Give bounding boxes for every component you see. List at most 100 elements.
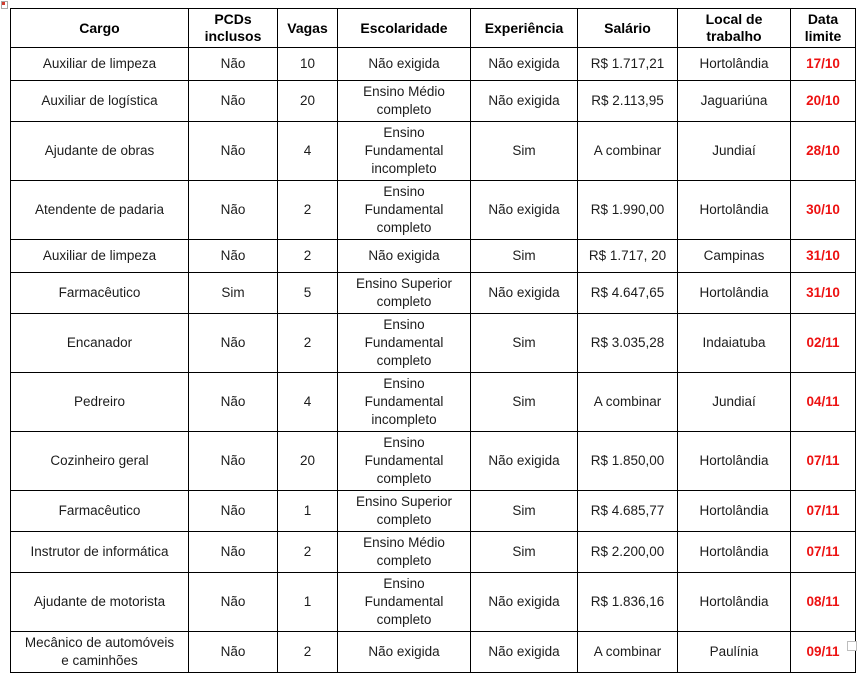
cell-pcds: Não xyxy=(188,531,278,573)
cell-experiencia: Não exigida xyxy=(470,272,578,314)
cell-experiencia: Sim xyxy=(470,239,578,273)
cell-cargo: Auxiliar de limpeza xyxy=(10,239,189,273)
cell-local: Hortolândia xyxy=(677,180,791,240)
cell-data_limite: 09/11 xyxy=(790,631,856,673)
cell-local: Hortolândia xyxy=(677,490,791,532)
cell-salario: R$ 1.717, 20 xyxy=(577,239,678,273)
table-row: Ajudante de obras Não 4 Ensino Fundamental … xyxy=(10,121,856,181)
cell-pcds: Não xyxy=(188,631,278,673)
cell-pcds: Sim xyxy=(188,272,278,314)
cell-vagas: 2 xyxy=(277,239,338,273)
table-row: Encanador Não 2 Ensino Fundamental completo… xyxy=(10,313,856,373)
cell-cargo: Farmacêutico xyxy=(10,490,189,532)
cell-cargo: Instrutor de informática xyxy=(10,531,189,573)
table-row: Auxiliar de logística Não 20 Ensino Médio c… xyxy=(10,80,856,122)
cell-vagas: 5 xyxy=(277,272,338,314)
table-row: Auxiliar de limpeza Não 10 Não exigida Não e… xyxy=(10,47,856,81)
cell-data_limite: 28/10 xyxy=(790,121,856,181)
cell-pcds: Não xyxy=(188,372,278,432)
cell-experiencia: Não exigida xyxy=(470,572,578,632)
cell-escolaridade: Ensino Médio completo xyxy=(337,80,471,122)
broken-image-icon xyxy=(1,1,8,9)
cell-salario: R$ 1.717,21 xyxy=(577,47,678,81)
cell-data_limite: 31/10 xyxy=(790,239,856,273)
cell-salario: R$ 4.647,65 xyxy=(577,272,678,314)
cell-experiencia: Sim xyxy=(470,490,578,532)
column-header-pcds: PCDs inclusos xyxy=(188,8,278,48)
cell-escolaridade: Ensino Médio completo xyxy=(337,531,471,573)
cell-vagas: 2 xyxy=(277,180,338,240)
cell-data_limite: 07/11 xyxy=(790,531,856,573)
cell-local: Hortolândia xyxy=(677,431,791,491)
cell-local: Hortolândia xyxy=(677,572,791,632)
cell-local: Hortolândia xyxy=(677,272,791,314)
cell-pcds: Não xyxy=(188,80,278,122)
cell-pcds: Não xyxy=(188,431,278,491)
cell-local: Jundiaí xyxy=(677,372,791,432)
cell-escolaridade: Ensino Fundamental completo xyxy=(337,572,471,632)
cell-vagas: 20 xyxy=(277,431,338,491)
cell-cargo: Auxiliar de limpeza xyxy=(10,47,189,81)
cell-vagas: 20 xyxy=(277,80,338,122)
cell-data_limite: 17/10 xyxy=(790,47,856,81)
cell-cargo: Mecânico de automóveis e caminhões xyxy=(10,631,189,673)
cell-salario: A combinar xyxy=(577,631,678,673)
cell-local: Jaguariúna xyxy=(677,80,791,122)
table-row: Pedreiro Não 4 Ensino Fundamental incomplet… xyxy=(10,372,856,432)
table-row: Farmacêutico Não 1 Ensino Superior completo… xyxy=(10,490,856,532)
cell-salario: R$ 2.113,95 xyxy=(577,80,678,122)
cell-local: Hortolândia xyxy=(677,47,791,81)
table-row: Cozinheiro geral Não 20 Ensino Fundamental … xyxy=(10,431,856,491)
cell-vagas: 1 xyxy=(277,572,338,632)
cell-salario: R$ 1.836,16 xyxy=(577,572,678,632)
cell-vagas: 4 xyxy=(277,121,338,181)
table-resize-handle[interactable] xyxy=(847,641,857,651)
cell-data_limite: 04/11 xyxy=(790,372,856,432)
cell-pcds: Não xyxy=(188,490,278,532)
cell-data_limite: 20/10 xyxy=(790,80,856,122)
cell-vagas: 2 xyxy=(277,531,338,573)
cell-cargo: Encanador xyxy=(10,313,189,373)
cell-local: Paulínia xyxy=(677,631,791,673)
cell-escolaridade: Ensino Fundamental incompleto xyxy=(337,372,471,432)
cell-vagas: 10 xyxy=(277,47,338,81)
cell-escolaridade: Não exigida xyxy=(337,631,471,673)
cell-pcds: Não xyxy=(188,180,278,240)
cell-escolaridade: Não exigida xyxy=(337,47,471,81)
cell-escolaridade: Ensino Fundamental completo xyxy=(337,431,471,491)
cell-data_limite: 30/10 xyxy=(790,180,856,240)
cell-pcds: Não xyxy=(188,572,278,632)
cell-cargo: Cozinheiro geral xyxy=(10,431,189,491)
cell-vagas: 4 xyxy=(277,372,338,432)
cell-vagas: 2 xyxy=(277,631,338,673)
cell-pcds: Não xyxy=(188,313,278,373)
column-header-escolaridade: Escolaridade xyxy=(337,8,471,48)
cell-salario: R$ 2.200,00 xyxy=(577,531,678,573)
table-row: Ajudante de motorista Não 1 Ensino Fundamen… xyxy=(10,572,856,632)
broken-image-glyph xyxy=(2,2,5,5)
cell-pcds: Não xyxy=(188,239,278,273)
column-header-experiencia: Experiência xyxy=(470,8,578,48)
cell-cargo: Ajudante de motorista xyxy=(10,572,189,632)
cell-data_limite: 02/11 xyxy=(790,313,856,373)
cell-experiencia: Não exigida xyxy=(470,431,578,491)
cell-escolaridade: Ensino Fundamental completo xyxy=(337,180,471,240)
cell-vagas: 1 xyxy=(277,490,338,532)
cell-escolaridade: Não exigida xyxy=(337,239,471,273)
cell-salario: A combinar xyxy=(577,121,678,181)
cell-data_limite: 31/10 xyxy=(790,272,856,314)
cell-data_limite: 07/11 xyxy=(790,490,856,532)
table-row: Auxiliar de limpeza Não 2 Não exigida Sim R$ … xyxy=(10,239,856,273)
cell-escolaridade: Ensino Fundamental completo xyxy=(337,313,471,373)
cell-salario: A combinar xyxy=(577,372,678,432)
cell-pcds: Não xyxy=(188,121,278,181)
cell-salario: R$ 4.685,77 xyxy=(577,490,678,532)
column-header-local: Local de trabalho xyxy=(677,8,791,48)
column-header-data_limite: Data limite xyxy=(790,8,856,48)
cell-cargo: Atendente de padaria xyxy=(10,180,189,240)
cell-escolaridade: Ensino Superior completo xyxy=(337,272,471,314)
cell-salario: R$ 3.035,28 xyxy=(577,313,678,373)
cell-salario: R$ 1.990,00 xyxy=(577,180,678,240)
cell-experiencia: Sim xyxy=(470,531,578,573)
